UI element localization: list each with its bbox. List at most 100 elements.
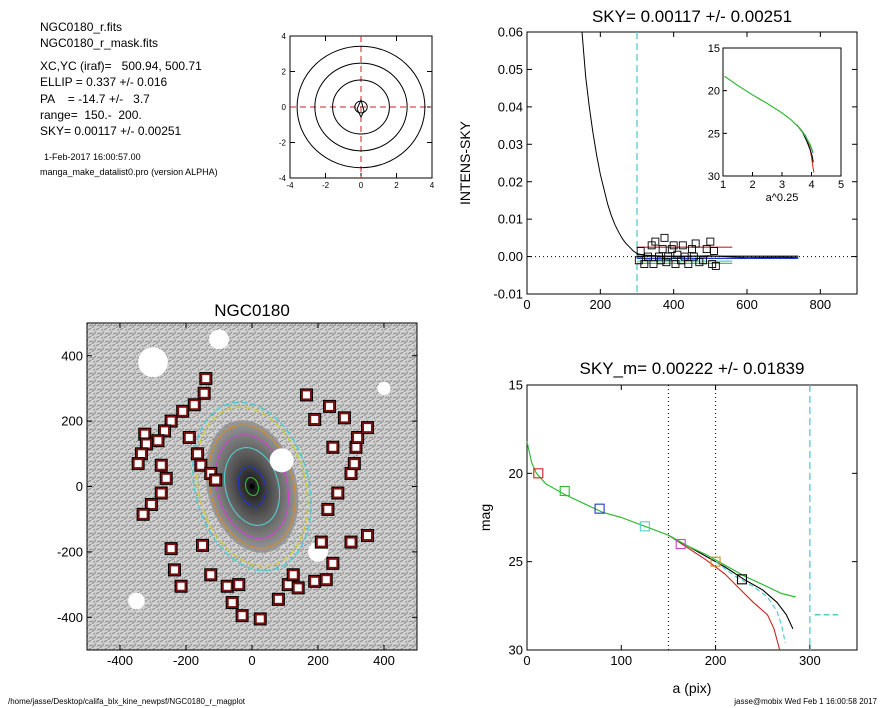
mag-marker: [533, 468, 544, 479]
x-tick-label: 4: [430, 181, 435, 190]
contour-peak: [356, 98, 365, 119]
sky-box-inner: [317, 538, 325, 546]
y-tick-label: 0: [282, 103, 287, 112]
sky-box-inner: [141, 430, 149, 438]
x-tick-label: 300: [799, 653, 821, 668]
isophote-magenta: [215, 434, 289, 539]
sky-box-inner: [354, 433, 362, 441]
sky-box-inner: [207, 571, 215, 579]
mag-marker: [594, 503, 605, 514]
footer-path: /home/jasse/Desktop/califa_blx_kine_newp…: [8, 697, 246, 706]
sky-box-inner: [194, 450, 202, 458]
sky-box-inner: [185, 433, 193, 441]
info-range: range= 150.- 200.: [40, 108, 142, 122]
x-tick-label: -400: [107, 653, 133, 668]
sky-box-inner: [157, 489, 165, 497]
y-tick-label: 2: [282, 67, 287, 76]
sky-box-inner: [167, 417, 175, 425]
image-masked-blob: [377, 381, 391, 395]
sky-point: [636, 247, 645, 255]
sky-point: [680, 252, 689, 261]
mag-frame: [526, 384, 858, 651]
y-tick-label: 0: [76, 479, 83, 494]
y-tick-label: 0.02: [498, 174, 523, 189]
inset-y-tick-label: 30: [708, 171, 720, 183]
contour-line: [332, 79, 390, 135]
inset-frame: [722, 47, 842, 177]
image-masked-blob: [209, 329, 229, 350]
x-tick-label: 100: [610, 653, 632, 668]
mag-xlabel: a (pix): [673, 680, 712, 696]
inset-x-tick-label: 3: [779, 179, 785, 191]
image-title: NGC0180: [214, 301, 290, 320]
y-tick-label: 0.03: [498, 137, 523, 152]
sky-box-inner: [350, 460, 358, 468]
inset-xlabel: a^0.25: [766, 192, 799, 204]
x-tick-label: 400: [373, 653, 395, 668]
sky-point: [658, 245, 667, 254]
y-tick-label: 400: [61, 348, 83, 363]
sky-box-inner: [347, 469, 355, 477]
y-tick-label: 0.00: [498, 249, 523, 264]
x-tick-label: 200: [307, 653, 329, 668]
sky-point: [710, 247, 718, 255]
sky-box-inner: [161, 427, 169, 435]
y-tick-label: -200: [57, 544, 83, 559]
sky-box-inner: [238, 612, 246, 620]
y-tick-label: 0.04: [498, 99, 523, 114]
sky-ylabel: INTENS-SKY: [457, 120, 473, 205]
sky-box-inner: [179, 407, 187, 415]
sky-box-inner: [334, 489, 342, 497]
isophote-green: [244, 476, 260, 497]
sky-box-inner: [142, 440, 150, 448]
y-tick-label: 25: [509, 554, 523, 569]
sky-box-inner: [311, 577, 319, 585]
x-tick-label: 600: [736, 297, 758, 312]
sky-box-inner: [364, 424, 371, 432]
sky-box-inner: [154, 437, 162, 445]
sky-box-inner: [147, 500, 155, 508]
sky-box-inner: [329, 443, 337, 451]
sky-box-inner: [311, 415, 319, 423]
sky-box-inner: [134, 460, 142, 468]
info-pa: PA = -14.7 +/- 3.7: [40, 92, 150, 106]
sky-title: SKY= 0.00117 +/- 0.00251: [592, 7, 792, 26]
footer-user-date: jasse@mobix Wed Feb 1 16:00:58 2017: [734, 697, 877, 706]
mag-marker: [559, 485, 570, 497]
sky-point: [660, 233, 669, 242]
sky-box-inner: [167, 545, 175, 553]
y-tick-label: -4: [279, 174, 287, 183]
y-tick-label: -400: [57, 610, 83, 625]
sky-point: [640, 260, 649, 269]
contour-line: [314, 62, 408, 152]
contour-line: [296, 45, 426, 169]
sky-point: [684, 260, 693, 269]
x-tick-label: 0: [523, 297, 530, 312]
x-tick-label: 200: [705, 653, 727, 668]
sky-point: [644, 252, 652, 261]
sky-box-inner: [340, 414, 348, 422]
sky-point: [664, 252, 673, 261]
inset-y-tick-label: 25: [708, 128, 720, 140]
sky-box-inner: [289, 571, 297, 579]
inset-x-tick-label: 5: [838, 179, 844, 191]
y-tick-label: 0.05: [498, 62, 523, 77]
inset-x-tick-label: 1: [720, 179, 726, 191]
info-sky: SKY= 0.00117 +/- 0.00251: [40, 124, 182, 138]
sky-frame: [526, 31, 858, 295]
x-tick-label: 800: [809, 297, 831, 312]
inset-x-tick-label: 2: [749, 179, 755, 191]
sky-box-inner: [162, 474, 170, 482]
sky-box-inner: [200, 389, 208, 397]
info-file1: NGC0180_r.fits: [40, 20, 123, 34]
sky-box-inner: [223, 582, 231, 590]
sky-box-inner: [294, 584, 302, 592]
y-tick-label: 0.06: [498, 25, 523, 40]
image-masked-blob: [128, 592, 145, 610]
x-tick-label: -200: [173, 653, 199, 668]
y-tick-label: 4: [282, 32, 287, 41]
sky-box-inner: [190, 401, 198, 409]
y-tick-label: -2: [279, 138, 287, 147]
mag-green: [526, 441, 796, 598]
